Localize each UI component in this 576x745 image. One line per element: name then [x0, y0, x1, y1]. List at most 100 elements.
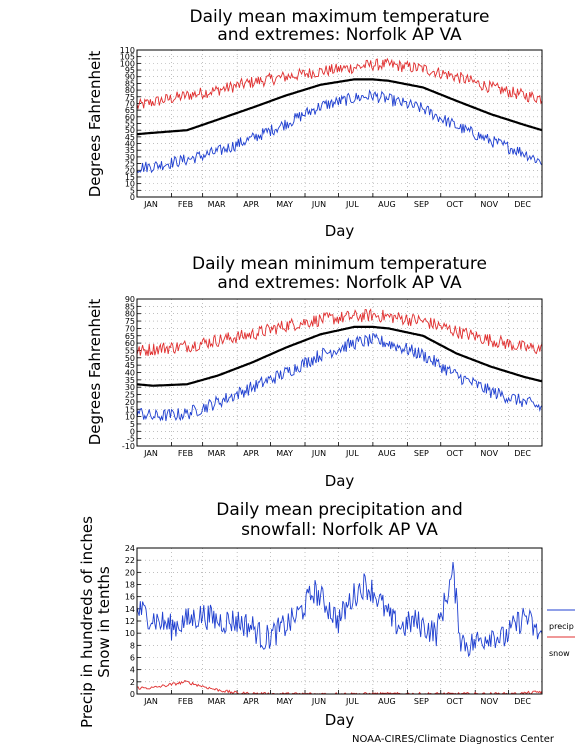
x-tick-label: NOV: [480, 697, 498, 706]
x-tick-label: JUL: [345, 200, 359, 209]
series-line-precip: [136, 561, 543, 658]
chart-title-line1: Daily mean precipitation and: [216, 500, 463, 520]
x-axis-label: Day: [325, 711, 355, 729]
y-tick-label: 30: [125, 153, 135, 162]
x-tick-label: APR: [243, 449, 259, 458]
chart-title-line1: Daily mean maximum temperature: [190, 7, 490, 27]
y-tick-label: 65: [125, 106, 135, 115]
x-tick-label: FEB: [178, 449, 193, 458]
y-tick-label: 22: [125, 556, 135, 565]
y-tick-label: -5: [127, 435, 135, 444]
x-tick-label: SEP: [414, 200, 429, 209]
y-tick-label: 2: [130, 678, 135, 687]
y-axis-label-line2: Snow in tenths: [95, 566, 113, 678]
y-axis-label: Degrees Fahrenheit: [86, 51, 104, 198]
y-tick-label: 55: [125, 120, 135, 129]
y-tick-label: 12: [125, 617, 135, 626]
y-tick-label: 14: [125, 605, 135, 614]
series-line-snow: [136, 680, 543, 695]
y-tick-label: 85: [125, 79, 135, 88]
x-tick-label: OCT: [446, 200, 463, 209]
x-tick-label: AUG: [378, 697, 396, 706]
y-tick-label: 75: [125, 93, 135, 102]
x-tick-label: JUN: [311, 697, 326, 706]
y-tick-label: 50: [125, 354, 135, 363]
y-tick-label: 70: [125, 324, 135, 333]
y-tick-label: 110: [120, 46, 135, 55]
x-tick-label: DEC: [514, 697, 531, 706]
x-tick-label: AUG: [378, 200, 396, 209]
y-tick-label: 100: [120, 59, 135, 68]
x-tick-label: MAR: [208, 200, 226, 209]
y-tick-label: 80: [125, 86, 135, 95]
x-tick-label: JUL: [345, 697, 359, 706]
y-tick-label: 5: [130, 420, 135, 429]
y-tick-label: 90: [125, 73, 135, 82]
x-tick-label: JAN: [143, 697, 158, 706]
y-tick-label: 60: [125, 339, 135, 348]
y-tick-label: 45: [125, 133, 135, 142]
x-tick-label: SEP: [414, 697, 429, 706]
series-line-low: [136, 332, 543, 422]
x-tick-label: JUN: [311, 449, 326, 458]
y-tick-label: 8: [130, 641, 135, 650]
x-tick-label: JUL: [345, 449, 359, 458]
x-tick-label: AUG: [378, 449, 396, 458]
x-tick-label: APR: [243, 697, 259, 706]
y-tick-label: 75: [125, 317, 135, 326]
legend-label-snow: snow: [549, 649, 570, 658]
y-axis-label-line1: Precip in hundreds of inches: [78, 516, 96, 728]
y-tick-label: 65: [125, 332, 135, 341]
x-tick-label: DEC: [514, 449, 531, 458]
y-tick-label: 105: [120, 53, 135, 62]
y-tick-label: 15: [125, 173, 135, 182]
x-tick-label: JAN: [143, 449, 158, 458]
series-line-mean: [136, 78, 543, 136]
x-tick-label: SEP: [414, 449, 429, 458]
x-tick-label: FEB: [178, 200, 193, 209]
y-tick-label: 40: [125, 369, 135, 378]
y-tick-label: 60: [125, 113, 135, 122]
credit-text: NOAA-CIRES/Climate Diagnostics Center: [352, 734, 554, 745]
y-tick-label: 6: [130, 654, 135, 663]
legend-label-precip: precip: [549, 622, 574, 631]
y-tick-label: 85: [125, 302, 135, 311]
chart-title-line2: and extremes: Norfolk AP VA: [217, 273, 462, 293]
y-tick-label: 4: [130, 666, 135, 675]
y-tick-label: -10: [122, 442, 135, 451]
y-tick-label: 10: [125, 413, 135, 422]
y-tick-label: 24: [125, 544, 135, 553]
x-tick-label: APR: [243, 200, 259, 209]
x-tick-label: FEB: [178, 697, 193, 706]
y-tick-label: 0: [130, 193, 135, 202]
x-axis-label: Day: [325, 222, 355, 240]
x-tick-label: JUN: [311, 200, 326, 209]
y-tick-label: 70: [125, 99, 135, 108]
y-tick-label: 40: [125, 140, 135, 149]
x-tick-label: DEC: [514, 200, 531, 209]
series-line-high: [136, 308, 543, 357]
y-tick-label: 5: [130, 186, 135, 195]
y-tick-label: 90: [125, 295, 135, 304]
x-tick-label: MAY: [276, 449, 293, 458]
x-tick-label: MAR: [208, 449, 226, 458]
series-line-mean: [136, 325, 543, 387]
y-tick-label: 20: [125, 568, 135, 577]
series-line-low: [136, 89, 543, 174]
x-tick-label: NOV: [480, 200, 498, 209]
x-tick-label: OCT: [446, 697, 463, 706]
y-tick-label: 10: [125, 180, 135, 189]
x-axis-label: Day: [325, 472, 355, 490]
y-tick-label: 20: [125, 166, 135, 175]
chart-title-line1: Daily mean minimum temperature: [192, 254, 487, 274]
x-tick-label: JAN: [143, 200, 158, 209]
x-tick-label: NOV: [480, 449, 498, 458]
y-tick-label: 95: [125, 66, 135, 75]
x-tick-label: MAR: [208, 697, 226, 706]
y-tick-label: 80: [125, 310, 135, 319]
plot-frame: [136, 298, 543, 447]
chart-title-line2: and extremes: Norfolk AP VA: [217, 25, 462, 45]
